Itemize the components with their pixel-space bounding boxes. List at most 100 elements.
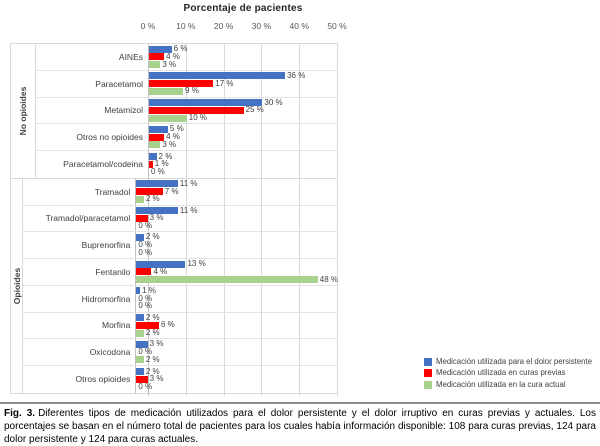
bar-persistent [149, 72, 286, 80]
bar-line: 36 % [149, 70, 338, 80]
bar-line: 2 % [149, 152, 338, 161]
bar-previous-cures [149, 80, 214, 88]
bar-line: 3 % [136, 214, 338, 223]
bar-line: 3 % [136, 375, 338, 384]
category-label: Oxicodona [23, 339, 137, 365]
bar-current-cure [149, 61, 161, 69]
bar-persistent [136, 287, 141, 295]
value-label: 48 % [319, 274, 338, 284]
value-label: 25 % [245, 105, 264, 115]
bar-previous-cures [149, 133, 165, 141]
group-axis-label-text: Opioides [11, 267, 22, 304]
x-tick-label: 40 % [289, 21, 309, 31]
bar-line: 2 % [136, 329, 338, 337]
chart-row: Paracetamol/codeina 2 % 1 % 0 % [36, 151, 338, 178]
bar-current-cure [136, 276, 318, 284]
x-tick-label: 50 % [327, 21, 347, 31]
value-label: 0 % [138, 240, 153, 250]
legend-label: Medicación utilizada para el dolor persi… [436, 357, 593, 366]
bar-line: 25 % [149, 105, 338, 115]
bar-persistent [136, 340, 148, 348]
bar-previous-cures [136, 188, 163, 196]
value-label: 4 % [166, 51, 180, 61]
bar-persistent [136, 260, 186, 268]
bar-persistent [136, 314, 144, 322]
x-axis: 0 % 10 % 20 % 30 % 40 % 50 % [0, 21, 600, 33]
chart-title: Porcentaje de pacientes [183, 3, 303, 14]
category-label: Hidromorfina [23, 285, 137, 312]
bar-persistent [149, 153, 157, 161]
gridline [337, 43, 338, 396]
value-label: 3 % [162, 59, 177, 69]
bar-line: 3 % [149, 59, 338, 69]
bar-previous-cures [136, 268, 152, 276]
bar-persistent [136, 368, 144, 376]
bar-previous-cures [136, 214, 148, 222]
bar-line: 11 % [136, 206, 338, 215]
bar-line: 1 % [149, 160, 338, 169]
bar-cluster: 5 % 4 % 3 % [149, 124, 338, 150]
bar-line: 0 % [136, 383, 338, 391]
value-label: 3 % [149, 339, 164, 349]
bar-line: 6 % [136, 320, 338, 330]
chart-row: Tramadol/paracetamol 11 % 3 % 0 % [23, 205, 338, 233]
bar-cluster: 30 % 25 % 10 % [149, 98, 338, 124]
legend-label: Medicación utilizada en la cura actual [436, 379, 566, 389]
category-label: Otros no opioides [36, 124, 149, 150]
x-tick-label: 20 % [213, 21, 234, 31]
bar-line: 0 % [136, 294, 338, 303]
bar-line: 0 % [136, 348, 338, 356]
category-label: Morfina [23, 312, 137, 339]
value-label: 9 % [185, 86, 199, 96]
bar-line: 4 % [149, 133, 338, 141]
value-label: 0 % [138, 301, 153, 311]
group-axis-label-text: No opioides [18, 86, 28, 136]
chart-row: AINEs 6 % 4 % 3 % [36, 44, 338, 71]
category-label: Paracetamol [36, 70, 149, 97]
bar-persistent [136, 233, 144, 241]
bar-persistent [136, 207, 178, 215]
gridline [185, 43, 187, 396]
value-label: 36 % [287, 70, 306, 80]
chart-row: Otros no opioides 5 % 4 % 3 % [36, 124, 338, 151]
value-label: 2 % [145, 232, 160, 242]
caption-divider [0, 402, 600, 404]
gridline [261, 43, 263, 396]
category-label: Tramadol [23, 178, 137, 205]
bar-line: 11 % [136, 178, 338, 188]
value-label: 2 % [145, 354, 160, 364]
value-label: 7 % [164, 186, 179, 196]
value-label: 11 % [179, 178, 198, 188]
legend-swatch-persistent [424, 358, 432, 366]
bar-cluster: 6 % 4 % 3 % [149, 44, 338, 70]
bar-line: 7 % [136, 186, 338, 196]
group-rows: Tramadol 11 % 7 % 2 % Tramadol/paracetamol 11… [23, 178, 338, 393]
category-label: Paracetamol/codeina [36, 151, 149, 178]
legend: Medicación utilizada para el dolor persi… [424, 357, 600, 391]
value-label: 10 % [188, 113, 208, 123]
bar-line: 3 % [149, 140, 338, 149]
value-label: 30 % [264, 97, 283, 107]
value-label: 6 % [161, 320, 175, 330]
bar-previous-cures [149, 53, 165, 61]
chart-row: Oxicodona 3 % 0 % 2 % [23, 339, 338, 366]
bar-line: 5 % [149, 125, 338, 134]
bar-persistent [136, 180, 178, 188]
gridline [299, 43, 301, 396]
value-label: 0 % [138, 221, 153, 231]
legend-label: Medicación utilizada en curas previas [436, 368, 566, 378]
value-label: 2 % [145, 194, 160, 204]
legend-item: Medicación utilizada para el dolor persi… [424, 357, 600, 366]
chart-row: Metamizol 30 % 25 % 10 % [36, 97, 338, 125]
value-label: 2 % [145, 328, 160, 338]
category-label: Fentanilo [23, 259, 137, 285]
bar-previous-cures [136, 375, 148, 383]
chart-row: Paracetamol 36 % 17 % 9 % [36, 70, 338, 98]
bar-cluster: 1 % 0 % 0 % [136, 286, 338, 312]
plot-area: No opioides AINEs 6 % 4 % 3 % Paracetamol 36 %… [10, 43, 338, 394]
bar-line: 0 % [149, 168, 338, 176]
bar-line: 0 % [136, 222, 338, 230]
value-label: 0 % [138, 347, 153, 357]
bar-previous-cures [149, 106, 244, 114]
value-label: 0 % [151, 167, 165, 177]
